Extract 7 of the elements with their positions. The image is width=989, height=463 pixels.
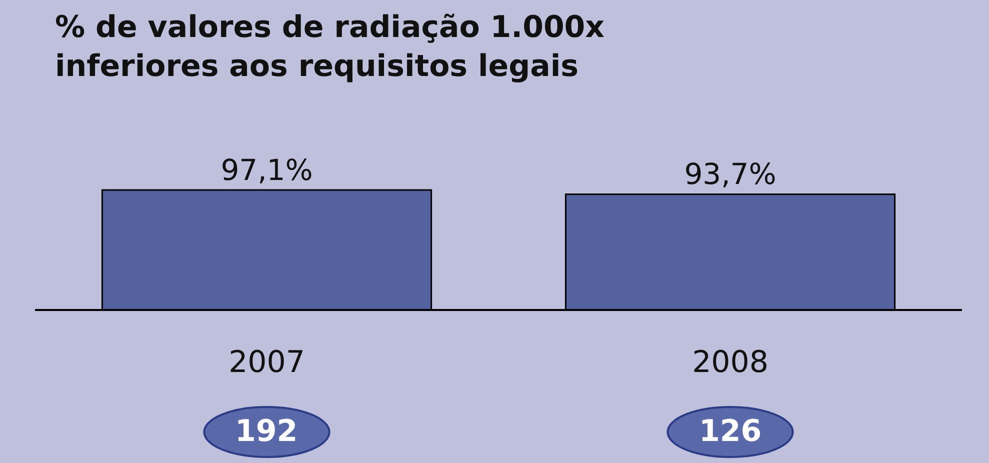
- chart-title: % de valores de radiação 1.000x inferiores aos requisitos legais: [55, 10, 605, 84]
- x-tick-label: 2007: [228, 345, 305, 380]
- data-label: 93,7%: [684, 157, 776, 192]
- x-tick-label: 2008: [692, 345, 768, 380]
- data-label: 97,1%: [220, 152, 313, 187]
- text: 126: [699, 414, 762, 449]
- text: 192: [235, 414, 298, 449]
